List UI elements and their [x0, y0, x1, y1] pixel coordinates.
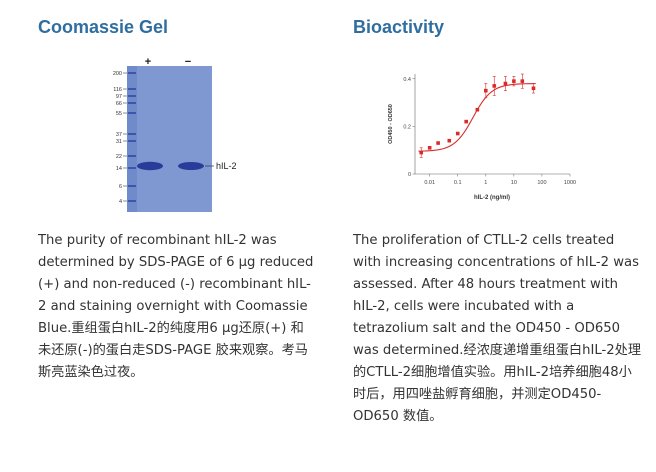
marker-band	[128, 95, 136, 97]
marker-label: 22	[116, 154, 122, 160]
data-point	[531, 86, 536, 91]
marker-label: 37	[116, 132, 122, 138]
bioactivity-description: The proliferation of CTLL-2 cells treate…	[353, 233, 642, 424]
marker-label: 31	[116, 139, 122, 145]
marker-band	[128, 200, 136, 202]
gel-background	[127, 66, 212, 212]
marker-band	[128, 133, 136, 135]
chart-ticks: 0.01 0.1 1 10 100 1000 0.4 0.2 0	[403, 77, 576, 186]
data-points	[419, 73, 536, 158]
y-tick-label: 0.4	[403, 77, 411, 83]
data-point	[419, 150, 424, 155]
data-point	[475, 107, 480, 112]
band-label: hIL-2	[216, 161, 237, 171]
marker-label: 200	[113, 71, 122, 77]
gel-section-title: Coomassie Gel	[38, 17, 169, 37]
marker-bands	[128, 72, 136, 202]
marker-label: 6	[119, 184, 122, 190]
data-point	[520, 79, 525, 83]
marker-band	[128, 112, 136, 114]
x-tick-label: 0.01	[424, 180, 435, 186]
marker-band	[128, 102, 136, 104]
data-point	[436, 141, 440, 145]
data-point	[464, 119, 468, 124]
marker-label: 14	[116, 166, 122, 172]
data-point	[484, 88, 488, 93]
x-tick-label: 1	[484, 180, 487, 186]
marker-label: 97	[116, 94, 122, 100]
marker-band	[128, 185, 136, 187]
x-tick-label: 100	[537, 180, 546, 186]
marker-band	[128, 140, 136, 142]
data-point	[512, 79, 516, 83]
lane-label-reduced: +	[145, 56, 151, 68]
band-reduced	[137, 161, 163, 171]
y-tick-label: 0	[408, 172, 411, 178]
marker-label: 55	[116, 111, 122, 117]
y-tick-label: 0.2	[403, 124, 411, 130]
data-point	[427, 146, 432, 150]
band-nonreduced	[178, 162, 204, 170]
marker-lane	[127, 66, 137, 212]
y-axis-label: OD450 - OD650	[388, 104, 394, 144]
marker-label: 116	[113, 87, 122, 93]
lane-label-nonreduced: −	[185, 56, 191, 68]
fit-curve	[418, 83, 536, 152]
marker-band	[128, 155, 136, 157]
x-axis-label: hIL-2 (ng/ml)	[474, 195, 510, 201]
gel-description: The purity of recombinant hIL-2 was dete…	[38, 233, 314, 380]
data-point	[503, 81, 508, 86]
data-point	[447, 138, 452, 143]
x-tick-label: 10	[511, 180, 517, 186]
bioactivity-chart: 0.01 0.1 1 10 100 1000 0.4 0.2 0 hIL-2 (ng/ml) O…	[388, 73, 576, 201]
marker-label: 66	[116, 101, 122, 107]
bioactivity-section-title: Bioactivity	[353, 17, 445, 37]
data-point	[455, 131, 460, 136]
marker-label: 4	[119, 199, 122, 205]
x-tick-label: 1000	[564, 180, 576, 186]
marker-band	[128, 72, 136, 74]
marker-band	[128, 88, 136, 90]
data-point	[492, 84, 497, 88]
marker-band	[128, 167, 136, 169]
x-tick-label: 0.1	[454, 180, 462, 186]
